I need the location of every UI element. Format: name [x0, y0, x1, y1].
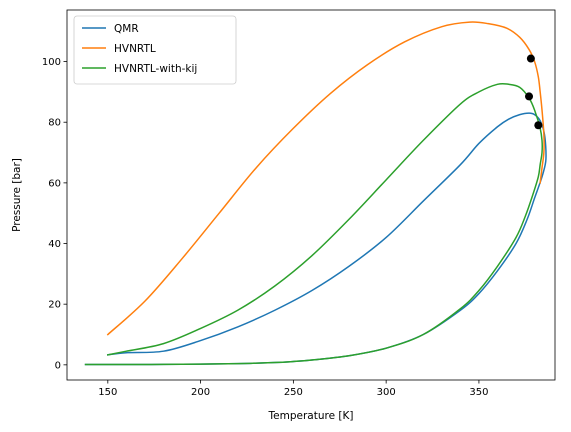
- y-tick-label: 60: [48, 178, 61, 189]
- x-axis-label: Temperature [K]: [268, 410, 354, 422]
- y-tick-label: 20: [48, 300, 61, 311]
- x-tick-label: 150: [98, 387, 117, 398]
- y-axis-label: Pressure [bar]: [11, 158, 23, 232]
- critical-points-layer: [525, 54, 543, 130]
- series-line-hvnrtl-with-kij: [84, 82, 543, 366]
- legend-box: [73, 15, 237, 85]
- series-layer: [84, 21, 547, 366]
- y-tick-label: 0: [55, 360, 61, 371]
- legend-label: HVNRTL: [114, 43, 156, 55]
- critical-point: [525, 92, 534, 101]
- y-tick-label: 80: [48, 118, 61, 129]
- legend: QMR HVNRTL HVNRTL-with-kij: [73, 15, 237, 85]
- series-line-hvnrtl: [106, 21, 545, 336]
- critical-point: [534, 121, 543, 130]
- plot-frame: [66, 9, 556, 381]
- x-axis-ticks: 150 200 250 300 350: [98, 380, 488, 398]
- y-axis-ticks: 0 20 40 60 80 100: [42, 57, 67, 371]
- legend-label: HVNRTL-with-kij: [114, 63, 197, 75]
- y-tick-label: 40: [48, 239, 61, 250]
- x-tick-label: 200: [191, 387, 210, 398]
- y-tick-label: 100: [42, 57, 61, 68]
- legend-label: QMR: [114, 23, 139, 35]
- x-tick-label: 300: [377, 387, 396, 398]
- x-tick-label: 250: [284, 387, 303, 398]
- critical-point: [526, 54, 535, 63]
- x-tick-label: 350: [469, 387, 488, 398]
